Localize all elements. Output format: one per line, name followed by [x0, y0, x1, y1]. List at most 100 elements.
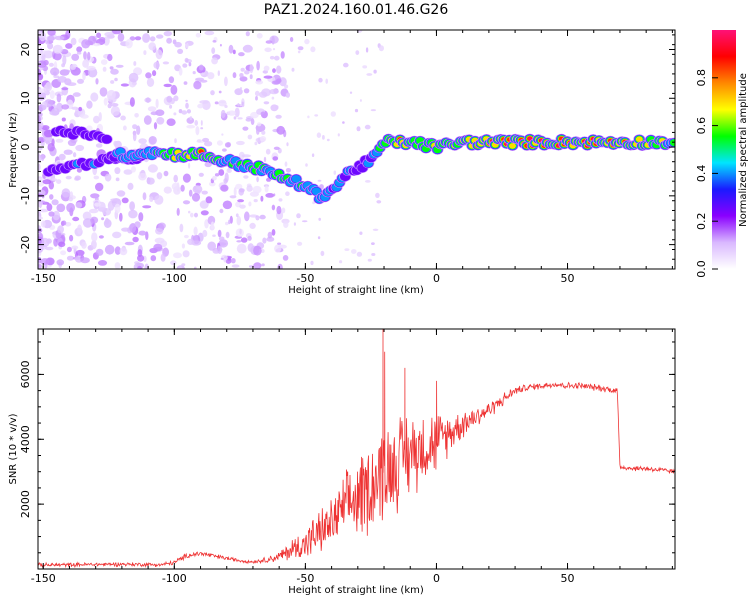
- noise-blob: [269, 55, 275, 60]
- noise-blob: [51, 199, 59, 206]
- x-tick-label: -50: [296, 572, 314, 585]
- noise-blob: [54, 35, 65, 41]
- noise-blob: [38, 73, 44, 81]
- noise-blob: [160, 240, 168, 248]
- noise-blob: [83, 51, 87, 60]
- noise-blob: [127, 182, 134, 190]
- noise-blob: [58, 241, 66, 248]
- noise-blob: [286, 142, 289, 147]
- noise-blob: [121, 197, 129, 204]
- noise-blob: [173, 112, 177, 116]
- noise-blob: [278, 198, 283, 202]
- noise-blob: [57, 76, 67, 83]
- noise-blob: [220, 109, 226, 119]
- noise-blob: [110, 198, 121, 202]
- noise-blob: [166, 95, 173, 103]
- noise-blob: [49, 194, 54, 200]
- noise-blob: [131, 166, 136, 173]
- noise-blob: [244, 70, 250, 75]
- noise-blob: [116, 190, 126, 197]
- noise-blob: [177, 48, 184, 55]
- noise-blob: [266, 236, 275, 242]
- noise-blob: [198, 172, 204, 177]
- noise-blob: [242, 44, 253, 53]
- noise-blob: [48, 211, 55, 217]
- noise-blob: [214, 173, 220, 177]
- noise-blob: [56, 179, 62, 185]
- noise-blob: [271, 80, 281, 85]
- noise-blob: [179, 223, 184, 233]
- noise-blob: [364, 180, 371, 183]
- noise-blob: [38, 147, 43, 151]
- noise-blob: [48, 181, 54, 190]
- noise-blob: [47, 142, 55, 152]
- noise-blob: [320, 250, 325, 257]
- noise-blob: [149, 36, 156, 42]
- noise-blob: [66, 202, 75, 213]
- figure-title: PAZ1.2024.160.01.46.G26: [264, 2, 449, 18]
- noise-blob: [97, 260, 108, 266]
- noise-blob: [76, 46, 83, 53]
- noise-blob: [67, 139, 77, 146]
- noise-blob: [233, 116, 237, 120]
- noise-blob: [128, 209, 138, 219]
- spectrogram-axes-frame: [37, 29, 676, 270]
- noise-blob: [90, 208, 96, 213]
- noise-blob: [58, 153, 66, 161]
- noise-blob: [222, 200, 233, 210]
- noise-blob: [66, 246, 72, 253]
- x-tick-label: -50: [296, 272, 314, 285]
- noise-blob: [182, 63, 188, 68]
- noise-blob: [39, 50, 50, 55]
- noise-blob: [107, 200, 115, 211]
- noise-blob: [132, 131, 137, 142]
- noise-blob: [47, 35, 55, 42]
- y-tick-label: 10: [19, 91, 32, 105]
- noise-blob: [224, 105, 228, 108]
- noise-blob: [337, 133, 340, 137]
- noise-blob: [263, 156, 267, 163]
- noise-blob: [149, 196, 154, 203]
- noise-blob: [153, 61, 160, 69]
- noise-blob: [256, 33, 263, 39]
- noise-blob: [275, 105, 279, 110]
- noise-blob: [94, 202, 101, 207]
- noise-blob: [318, 77, 323, 83]
- noise-blob: [228, 44, 234, 54]
- snr-axes-frame: [37, 328, 676, 570]
- noise-blob: [137, 265, 142, 269]
- noise-blob: [252, 185, 262, 194]
- noise-blob: [375, 192, 380, 198]
- noise-blob: [93, 175, 100, 180]
- noise-blob: [163, 186, 172, 194]
- noise-blob: [56, 203, 66, 213]
- noise-blob: [354, 108, 359, 113]
- noise-blob: [301, 220, 308, 223]
- noise-blob: [150, 255, 157, 262]
- noise-blob: [351, 249, 357, 254]
- noise-blob: [376, 200, 382, 204]
- noise-blob: [219, 208, 224, 214]
- noise-blob: [318, 217, 322, 221]
- noise-blob: [158, 222, 166, 230]
- noise-blob: [260, 195, 264, 202]
- noise-blob: [129, 36, 136, 41]
- noise-blob: [205, 196, 213, 204]
- noise-blob: [247, 243, 254, 252]
- noise-blob: [271, 36, 275, 45]
- noise-blob: [142, 205, 152, 209]
- noise-blob: [250, 118, 255, 125]
- noise-blob: [129, 97, 135, 107]
- noise-blob: [61, 87, 69, 91]
- noise-blob: [66, 255, 75, 261]
- noise-blob: [174, 41, 182, 48]
- noise-blob: [349, 91, 353, 94]
- noise-blob: [223, 258, 227, 263]
- noise-blob: [95, 248, 104, 256]
- noise-blob: [63, 149, 73, 155]
- noise-blob: [284, 84, 289, 89]
- noise-blob: [75, 144, 85, 152]
- noise-blob: [330, 111, 336, 117]
- noise-blob: [256, 122, 262, 127]
- noise-blob: [253, 245, 262, 256]
